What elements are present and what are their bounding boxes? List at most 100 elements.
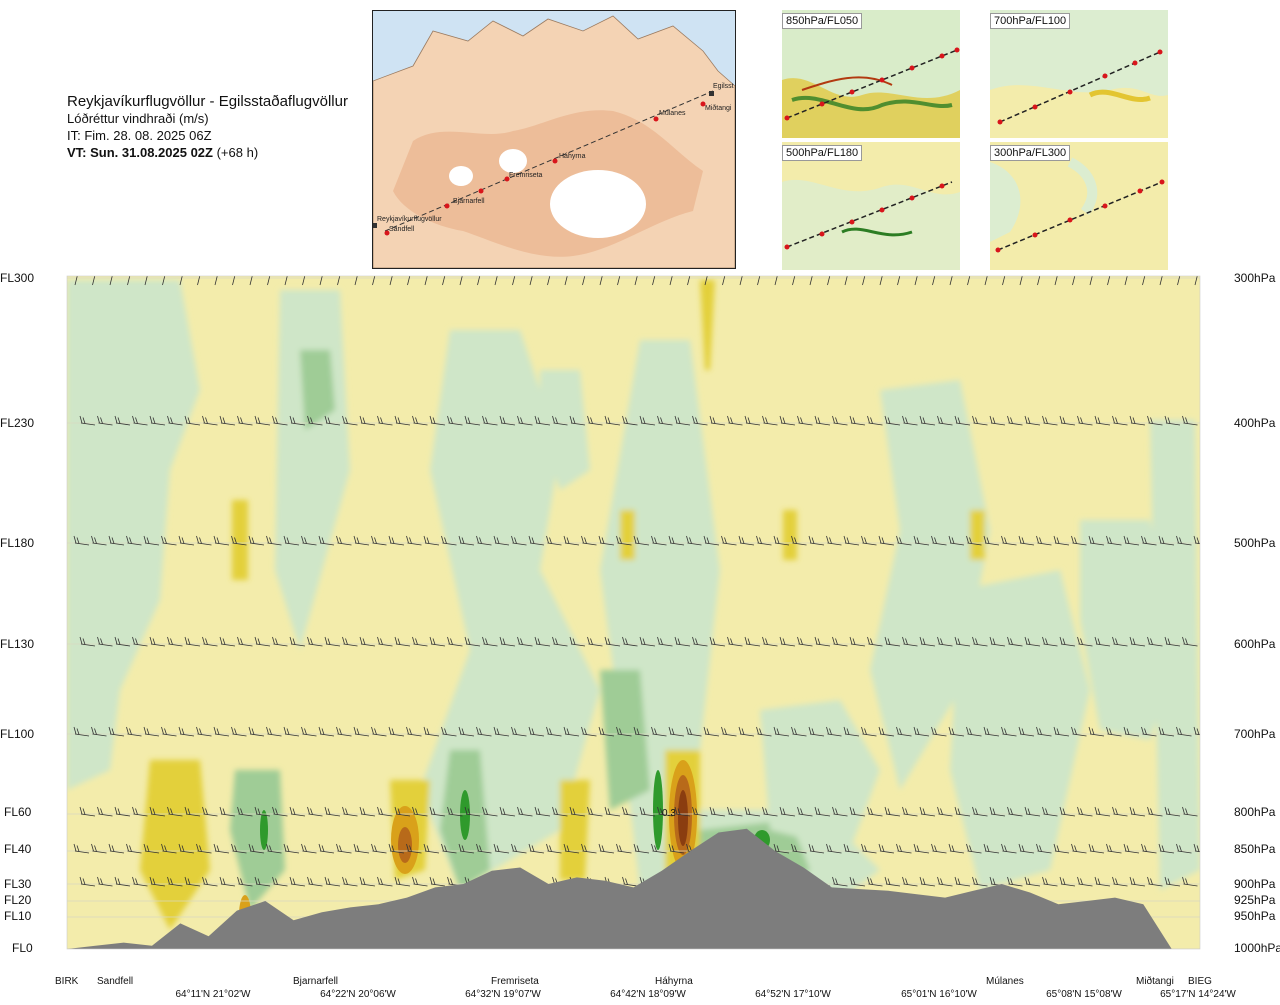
wind-barb [849, 636, 866, 647]
wind-barb [289, 636, 306, 647]
wind-barb [738, 535, 755, 546]
wind-barb [639, 415, 656, 426]
wind-barb [1018, 843, 1035, 854]
wind-barb [534, 636, 551, 647]
coord-label-1: 64°11'N 21°02'W [175, 989, 251, 1000]
wind-barb [459, 276, 463, 286]
wind-barb [668, 843, 685, 854]
wind-barb [184, 876, 201, 887]
wind-barb [569, 636, 586, 647]
wind-barb [1147, 806, 1163, 817]
wind-barb [388, 726, 405, 737]
wind-barb [914, 276, 918, 286]
wind-barb [301, 843, 317, 854]
level-label-500hpa: 500hPa [1234, 536, 1276, 550]
wind-barb [394, 415, 411, 426]
map-label-egilsst: Egilsst [713, 83, 734, 90]
coord-label-2: 64°22'N 20°06'W [320, 989, 396, 1000]
wind-barb [499, 636, 516, 647]
wind-barb [458, 843, 475, 854]
wind-barb [913, 726, 930, 737]
wind-barb [844, 276, 848, 286]
wind-barb [372, 276, 376, 286]
wind-barb [867, 636, 883, 647]
wind-barb [622, 876, 638, 887]
wind-barb [967, 276, 971, 286]
wind-barb [476, 843, 492, 854]
waypoint-label-bjarnarfell: Bjarnarfell [293, 976, 339, 987]
wind-barb [202, 415, 218, 426]
wind-barb [377, 876, 393, 887]
thumbnail-500[interactable]: 500hPa/FL180 [782, 142, 960, 270]
wind-barb [266, 535, 282, 546]
wind-barb [757, 276, 761, 286]
thumbnail-300[interactable]: 300hPa/FL300 [990, 142, 1168, 270]
wind-barb [149, 876, 166, 887]
wind-barb [167, 806, 183, 817]
wind-barb [231, 726, 247, 737]
wind-barb [552, 806, 568, 817]
wind-barb [826, 535, 842, 546]
level-label-fl230: FL230 [0, 416, 35, 430]
wind-barb [91, 726, 107, 737]
wind-barb [1071, 843, 1087, 854]
wind-barb [1112, 876, 1128, 887]
wind-barb [569, 806, 586, 817]
wind-barb [528, 843, 545, 854]
wind-barb [989, 636, 1006, 647]
wind-barb [919, 806, 936, 817]
wind-barb [721, 535, 737, 546]
wind-barb [587, 636, 603, 647]
wind-barb [441, 843, 457, 854]
wind-barb [616, 535, 632, 546]
wind-barb [797, 415, 813, 426]
wind-barb [412, 415, 428, 426]
wind-barb [1176, 535, 1192, 546]
wind-barb [1072, 276, 1076, 286]
wind-barb [167, 415, 183, 426]
wind-barb [149, 806, 166, 817]
map-label-fremriseta: Fremriseta [509, 172, 543, 179]
wind-barb [464, 806, 481, 817]
wind-barb [862, 276, 866, 286]
wind-barb [324, 806, 341, 817]
wind-barb [1129, 876, 1146, 887]
thumbnail-700[interactable]: 700hPa/FL100 [990, 10, 1168, 138]
wind-barb [849, 876, 866, 887]
wind-barb [149, 415, 166, 426]
wind-barb [843, 843, 860, 854]
wind-barb [254, 636, 271, 647]
wind-barb [604, 415, 621, 426]
wind-barb [406, 726, 422, 737]
level-label-fl300: FL300 [0, 271, 35, 285]
wind-barb [861, 535, 877, 546]
wind-barb [143, 535, 160, 546]
valid-time: VT: Sun. 31.08.2025 02Z [67, 145, 213, 160]
thumbnail-850[interactable]: 850hPa/FL050 [782, 10, 960, 138]
wind-barb [622, 415, 638, 426]
wind-barb [1182, 876, 1198, 887]
wind-barb [441, 535, 457, 546]
wind-barb [1158, 726, 1175, 737]
wind-barb [1053, 843, 1070, 854]
wind-barb [302, 276, 306, 286]
wind-barb [493, 726, 510, 737]
wind-barb [511, 843, 527, 854]
wind-barb [324, 415, 341, 426]
wind-barb [359, 806, 376, 817]
wind-barb [762, 415, 778, 426]
wind-barb [132, 876, 148, 887]
wind-barb [861, 726, 877, 737]
wind-barb [808, 535, 825, 546]
wind-barb [546, 535, 562, 546]
wind-barb [744, 806, 761, 817]
wind-barb [797, 636, 813, 647]
terrain-profile [67, 828, 1200, 949]
wind-barb [1182, 806, 1198, 817]
level-label-fl10: FL10 [4, 909, 32, 923]
wind-barb [283, 843, 300, 854]
wind-barb [1158, 843, 1175, 854]
lead-time: (+68 h) [216, 145, 259, 160]
wind-barb [1071, 726, 1087, 737]
wind-barb [97, 415, 113, 426]
